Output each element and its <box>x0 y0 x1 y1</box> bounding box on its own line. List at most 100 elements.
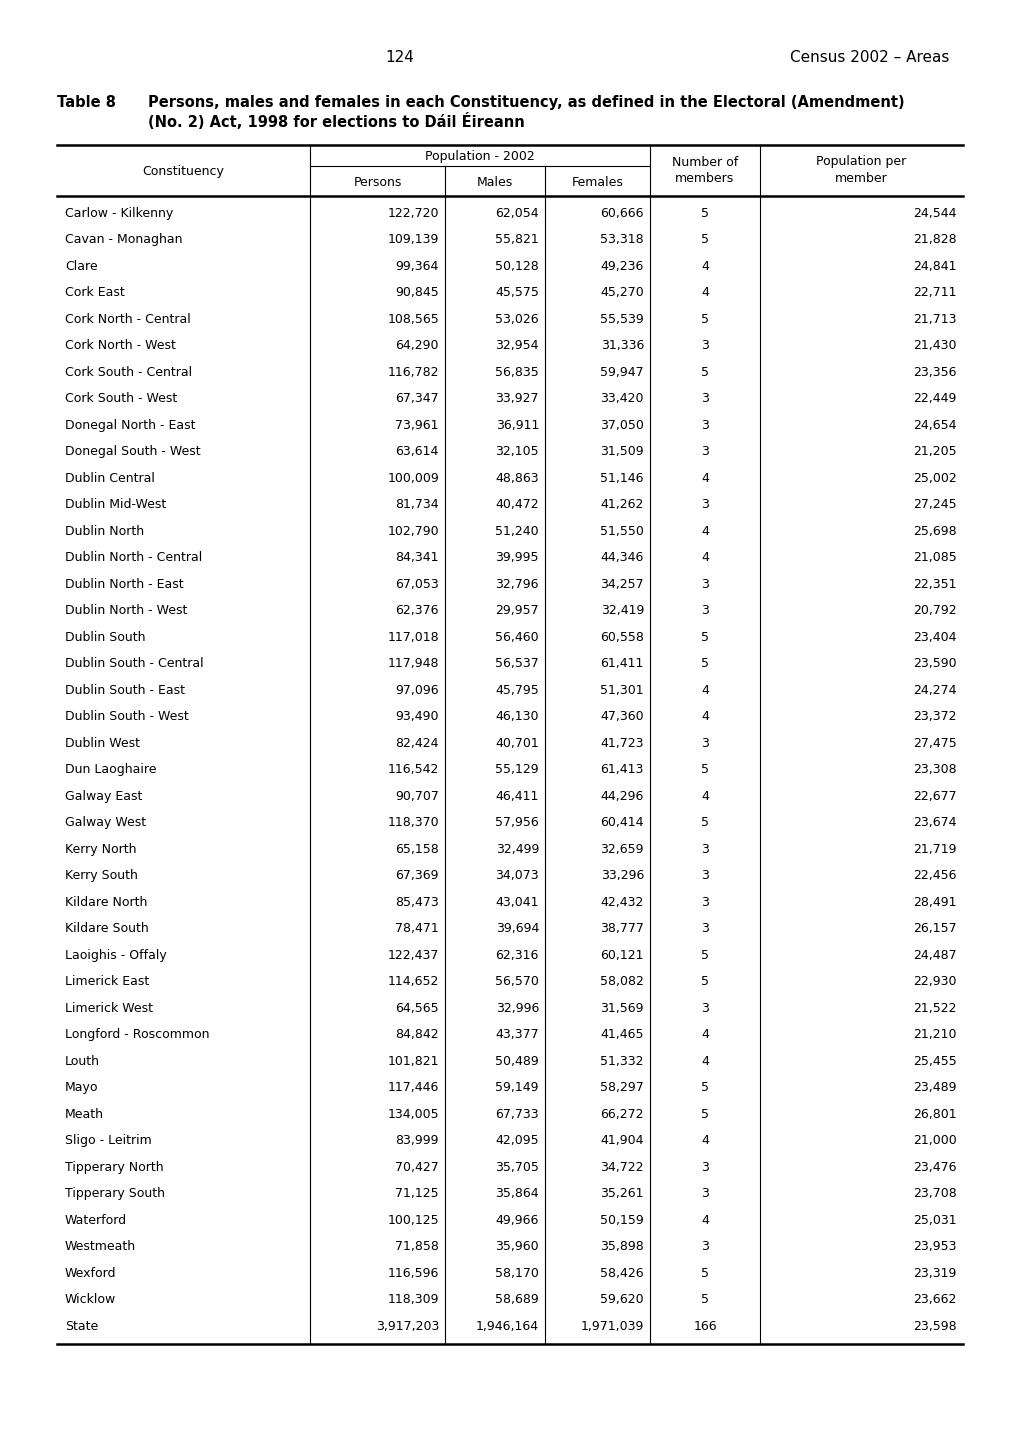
Text: Kerry South: Kerry South <box>65 869 138 882</box>
Text: 58,689: 58,689 <box>495 1293 538 1306</box>
Text: 31,509: 31,509 <box>600 446 643 459</box>
Text: 3: 3 <box>700 446 708 459</box>
Text: Waterford: Waterford <box>65 1214 127 1227</box>
Text: 28,491: 28,491 <box>913 896 956 909</box>
Text: Limerick West: Limerick West <box>65 1001 153 1014</box>
Text: 31,569: 31,569 <box>600 1001 643 1014</box>
Text: Cavan - Monaghan: Cavan - Monaghan <box>65 234 182 247</box>
Text: 109,139: 109,139 <box>387 234 438 247</box>
Text: 78,471: 78,471 <box>395 922 438 935</box>
Text: 21,719: 21,719 <box>913 843 956 856</box>
Text: 21,522: 21,522 <box>913 1001 956 1014</box>
Text: (No. 2) Act, 1998 for elections to Dáil Éireann: (No. 2) Act, 1998 for elections to Dáil … <box>148 113 524 130</box>
Text: 3: 3 <box>700 392 708 405</box>
Text: Constituency: Constituency <box>143 165 224 177</box>
Text: 5: 5 <box>700 365 708 378</box>
Text: 40,472: 40,472 <box>495 498 538 511</box>
Text: 24,487: 24,487 <box>912 948 956 961</box>
Text: 3,917,203: 3,917,203 <box>375 1320 438 1333</box>
Text: Cork South - West: Cork South - West <box>65 392 177 405</box>
Text: Dublin Central: Dublin Central <box>65 472 155 485</box>
Text: 62,316: 62,316 <box>495 948 538 961</box>
Text: 100,009: 100,009 <box>387 472 438 485</box>
Text: Dublin West: Dublin West <box>65 737 140 750</box>
Text: Kildare South: Kildare South <box>65 922 149 935</box>
Text: 62,376: 62,376 <box>395 605 438 618</box>
Text: 67,733: 67,733 <box>495 1108 538 1121</box>
Text: Dublin South - Central: Dublin South - Central <box>65 657 204 670</box>
Text: 24,274: 24,274 <box>913 684 956 697</box>
Text: 60,121: 60,121 <box>600 948 643 961</box>
Text: 23,598: 23,598 <box>912 1320 956 1333</box>
Text: 5: 5 <box>700 1081 708 1094</box>
Text: 58,170: 58,170 <box>494 1267 538 1280</box>
Text: Galway West: Galway West <box>65 817 146 830</box>
Text: 5: 5 <box>700 763 708 776</box>
Text: 26,801: 26,801 <box>912 1108 956 1121</box>
Text: 5: 5 <box>700 975 708 988</box>
Text: 55,821: 55,821 <box>495 234 538 247</box>
Text: Clare: Clare <box>65 260 98 273</box>
Text: 24,841: 24,841 <box>913 260 956 273</box>
Text: 33,927: 33,927 <box>495 392 538 405</box>
Text: 22,677: 22,677 <box>912 789 956 802</box>
Text: 21,000: 21,000 <box>912 1134 956 1147</box>
Text: Dublin South - West: Dublin South - West <box>65 710 189 723</box>
Text: 58,297: 58,297 <box>599 1081 643 1094</box>
Text: 122,437: 122,437 <box>387 948 438 961</box>
Text: 4: 4 <box>700 789 708 802</box>
Text: 4: 4 <box>700 684 708 697</box>
Text: Population per
member: Population per member <box>815 156 906 186</box>
Text: 47,360: 47,360 <box>600 710 643 723</box>
Text: 41,465: 41,465 <box>600 1029 643 1042</box>
Text: 3: 3 <box>700 418 708 431</box>
Text: 21,085: 21,085 <box>912 551 956 564</box>
Text: 22,351: 22,351 <box>913 577 956 590</box>
Text: 117,948: 117,948 <box>387 657 438 670</box>
Text: 21,210: 21,210 <box>913 1029 956 1042</box>
Text: 65,158: 65,158 <box>395 843 438 856</box>
Text: 21,205: 21,205 <box>912 446 956 459</box>
Text: 83,999: 83,999 <box>395 1134 438 1147</box>
Text: 108,565: 108,565 <box>387 313 438 326</box>
Text: Table 8: Table 8 <box>57 95 116 110</box>
Text: 102,790: 102,790 <box>387 525 438 538</box>
Text: 61,413: 61,413 <box>600 763 643 776</box>
Text: 42,432: 42,432 <box>600 896 643 909</box>
Text: 1,946,164: 1,946,164 <box>476 1320 538 1333</box>
Text: Cork North - Central: Cork North - Central <box>65 313 191 326</box>
Text: Mayo: Mayo <box>65 1081 99 1094</box>
Text: 39,694: 39,694 <box>495 922 538 935</box>
Text: 56,835: 56,835 <box>495 365 538 378</box>
Text: Tipperary North: Tipperary North <box>65 1160 163 1173</box>
Text: 41,904: 41,904 <box>600 1134 643 1147</box>
Text: 51,332: 51,332 <box>600 1055 643 1068</box>
Text: Meath: Meath <box>65 1108 104 1121</box>
Text: 81,734: 81,734 <box>395 498 438 511</box>
Text: 60,558: 60,558 <box>599 631 643 644</box>
Text: Laoighis - Offaly: Laoighis - Offaly <box>65 948 166 961</box>
Text: Number of
members: Number of members <box>672 156 738 186</box>
Text: 49,966: 49,966 <box>495 1214 538 1227</box>
Text: 5: 5 <box>700 206 708 219</box>
Text: 53,026: 53,026 <box>495 313 538 326</box>
Text: 3: 3 <box>700 605 708 618</box>
Text: 55,129: 55,129 <box>495 763 538 776</box>
Text: 23,708: 23,708 <box>912 1188 956 1201</box>
Text: 25,455: 25,455 <box>912 1055 956 1068</box>
Text: Persons, males and females in each Constituency, as defined in the Electoral (Am: Persons, males and females in each Const… <box>148 95 904 110</box>
Text: 3: 3 <box>700 339 708 352</box>
Text: 124: 124 <box>385 51 414 65</box>
Text: 84,842: 84,842 <box>395 1029 438 1042</box>
Text: 3: 3 <box>700 498 708 511</box>
Text: Persons: Persons <box>353 176 401 189</box>
Text: 51,240: 51,240 <box>495 525 538 538</box>
Text: Population - 2002: Population - 2002 <box>425 150 534 163</box>
Text: Wicklow: Wicklow <box>65 1293 116 1306</box>
Text: Dublin North: Dublin North <box>65 525 144 538</box>
Text: 20,792: 20,792 <box>912 605 956 618</box>
Text: 64,565: 64,565 <box>395 1001 438 1014</box>
Text: 4: 4 <box>700 1134 708 1147</box>
Text: 55,539: 55,539 <box>599 313 643 326</box>
Text: 41,723: 41,723 <box>600 737 643 750</box>
